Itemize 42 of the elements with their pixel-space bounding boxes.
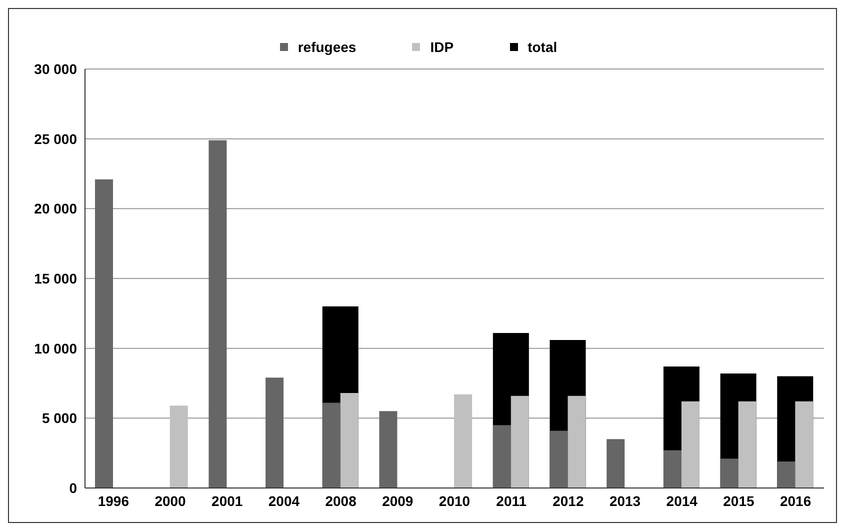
legend-label: refugees bbox=[296, 39, 356, 55]
bar bbox=[340, 393, 358, 488]
x-tick-label: 2014 bbox=[666, 492, 698, 509]
y-tick-label: 5 000 bbox=[42, 410, 78, 426]
bar bbox=[606, 439, 625, 488]
bar bbox=[720, 458, 738, 488]
y-tick-label: 20 000 bbox=[34, 200, 78, 217]
bar bbox=[170, 406, 188, 488]
x-tick-label: 1996 bbox=[98, 492, 130, 509]
x-tick-label: 2016 bbox=[780, 492, 812, 509]
y-tick-label: 10 000 bbox=[34, 340, 78, 356]
x-tick-label: 2004 bbox=[268, 492, 300, 509]
bar bbox=[492, 425, 511, 488]
y-tick-label: 25 000 bbox=[34, 130, 78, 147]
x-tick-label: 2010 bbox=[438, 492, 470, 509]
bar bbox=[663, 450, 682, 488]
bar bbox=[568, 396, 586, 488]
bar bbox=[777, 461, 796, 488]
x-tick-label: 2012 bbox=[552, 492, 584, 509]
bar bbox=[454, 394, 472, 488]
legend-label: total bbox=[526, 39, 558, 55]
x-tick-label: 2015 bbox=[723, 492, 755, 509]
bar bbox=[95, 179, 113, 488]
bar bbox=[550, 430, 568, 488]
x-tick-label: 2001 bbox=[212, 492, 243, 509]
y-tick-label: 0 bbox=[69, 480, 78, 496]
bar bbox=[738, 401, 756, 488]
bar bbox=[208, 140, 227, 488]
y-tick-label: 15 000 bbox=[34, 270, 78, 286]
bar bbox=[266, 378, 284, 488]
x-tick-label: 2009 bbox=[382, 492, 414, 509]
bar bbox=[322, 402, 340, 488]
x-tick-label: 2000 bbox=[154, 492, 186, 509]
x-tick-label: 2011 bbox=[496, 492, 527, 509]
bar bbox=[510, 396, 529, 488]
x-tick-label: 2013 bbox=[609, 492, 641, 509]
bar bbox=[795, 401, 814, 488]
x-tick-label: 2008 bbox=[325, 492, 357, 509]
legend-label: IDP bbox=[429, 39, 454, 55]
bar bbox=[379, 411, 398, 488]
y-tick-label: 30 000 bbox=[34, 60, 78, 77]
bar bbox=[681, 401, 700, 488]
